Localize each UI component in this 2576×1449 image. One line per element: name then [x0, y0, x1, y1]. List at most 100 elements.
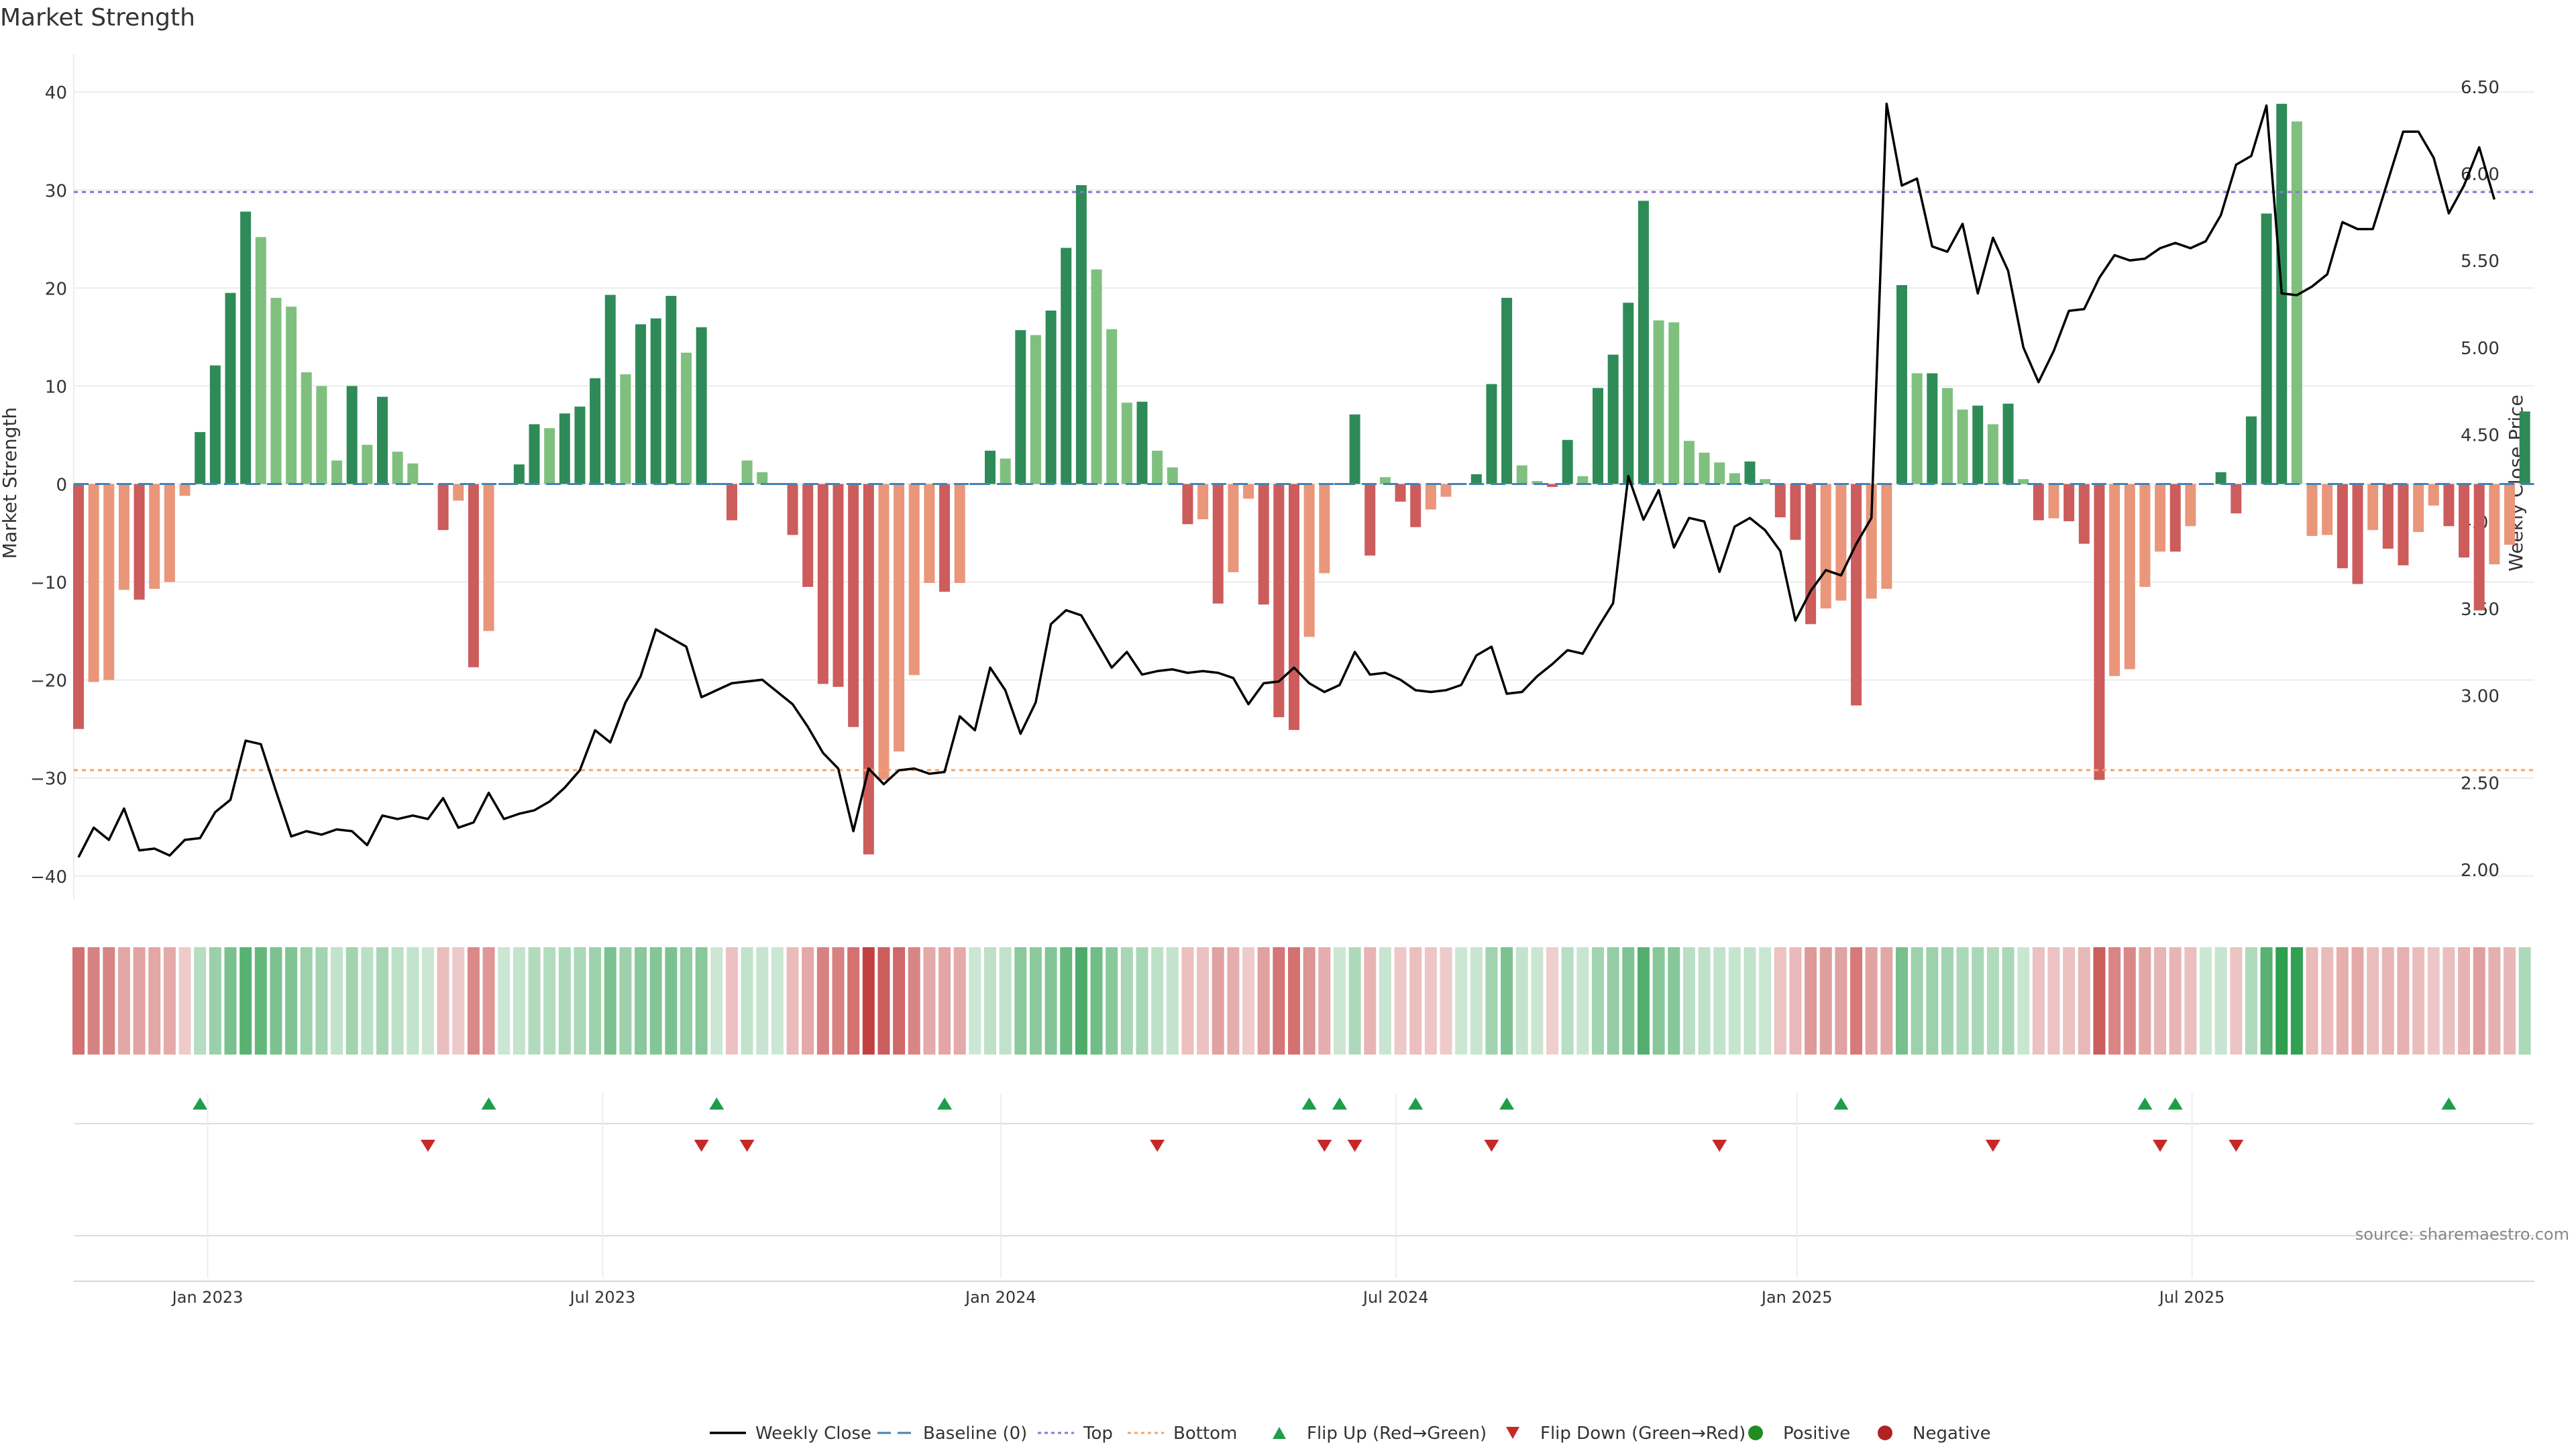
flip-down-marker: [694, 1140, 709, 1152]
strength-bar-positive: [2018, 479, 2029, 484]
heat-cell: [133, 947, 146, 1055]
strength-bar-negative: [2473, 484, 2485, 610]
heat-cell: [877, 947, 890, 1055]
strength-bar-positive: [544, 428, 555, 484]
y-tick-label: −40: [30, 867, 67, 888]
heat-cell: [194, 947, 207, 1055]
strength-bar-negative: [1395, 484, 1406, 502]
heat-cell: [1880, 947, 1893, 1055]
heat-cell: [695, 947, 708, 1055]
heat-cell: [72, 947, 85, 1055]
strength-bar-negative: [817, 484, 828, 684]
heat-cell: [2047, 947, 2060, 1055]
strength-bar-negative: [2124, 484, 2135, 669]
flip-up-marker: [709, 1097, 724, 1110]
legend-item: Flip Down (Green→Red): [1506, 1424, 1746, 1444]
heat-cell: [2427, 947, 2440, 1055]
strength-bar-positive: [362, 445, 373, 484]
x-tick-label: Jan 2025: [1760, 1288, 1833, 1307]
heat-cell: [2108, 947, 2121, 1055]
x-axis: Jan 2023 Jul 2023 Jan 2024 Jul 2024 Jan 2025…: [74, 1093, 2534, 1307]
flip-up-marker: [1332, 1097, 1347, 1110]
heat-cell: [1835, 947, 1847, 1055]
heat-cell: [2336, 947, 2349, 1055]
strength-bar-positive: [604, 294, 616, 484]
heat-cell: [2397, 947, 2410, 1055]
heat-cell: [2139, 947, 2151, 1055]
grid-lines: [73, 54, 2534, 899]
strength-bar-positive: [1623, 303, 1634, 484]
heat-cell: [1060, 947, 1073, 1055]
strength-bar-positive: [377, 396, 388, 484]
heat-cell: [1637, 947, 1650, 1055]
flip-down-marker: [1985, 1140, 2000, 1152]
y-tick-label: 10: [45, 377, 67, 397]
heat-cell: [589, 947, 602, 1055]
heat-cell: [1318, 947, 1331, 1055]
x-tick-label: Jan 2024: [964, 1288, 1036, 1307]
heat-cell: [2473, 947, 2485, 1055]
y-tick-label: 20: [45, 279, 67, 299]
strength-bar-positive: [985, 450, 996, 484]
strength-bar-negative: [787, 484, 798, 535]
legend-item: Top: [1038, 1424, 1113, 1444]
heat-cell: [847, 947, 860, 1055]
legend: Weekly Close Baseline (0) Top Bottom Flip Up…: [710, 1424, 1991, 1444]
heat-cell: [741, 947, 753, 1055]
legend-label: Positive: [1783, 1424, 1850, 1444]
strength-bar-positive: [1091, 269, 1102, 484]
strength-bar-negative: [2063, 484, 2075, 522]
strength-bar-positive: [1470, 474, 1482, 484]
heat-cell: [1926, 947, 1939, 1055]
strength-bar-negative: [954, 484, 965, 584]
x-tick-label: Jul 2025: [2158, 1288, 2225, 1307]
strength-bar-negative: [2155, 484, 2166, 552]
heat-cell: [771, 947, 784, 1055]
heat-cell: [1941, 947, 1953, 1055]
heat-cell: [1379, 947, 1391, 1055]
strength-bar-negative: [2443, 484, 2455, 527]
legend-label: Flip Up (Red→Green): [1307, 1424, 1487, 1444]
heat-cell: [270, 947, 282, 1055]
heat-cell: [1576, 947, 1589, 1055]
strength-bar-negative: [2367, 484, 2379, 531]
strength-bar-negative: [2459, 484, 2470, 558]
heat-cell: [2154, 947, 2167, 1055]
heat-cell: [2260, 947, 2273, 1055]
heat-cell: [1759, 947, 1772, 1055]
flip-down-marker: [1484, 1140, 1499, 1152]
heat-cell: [1273, 947, 1285, 1055]
strength-bar-positive: [316, 386, 327, 484]
flip-up-marker: [481, 1097, 496, 1110]
heat-cell: [1805, 947, 1817, 1055]
y-tick-label: 0: [56, 476, 67, 496]
strength-bar-positive: [392, 451, 403, 484]
strength-bar-positive: [407, 463, 419, 484]
y2-tick-label: 5.00: [2461, 339, 2500, 359]
heat-cell: [710, 947, 723, 1055]
flip-up-marker: [2167, 1097, 2183, 1110]
strength-bar-negative: [1547, 484, 1558, 487]
strength-bar-positive: [270, 297, 282, 484]
heat-cell: [2200, 947, 2212, 1055]
heat-cell: [816, 947, 829, 1055]
strength-bar-negative: [2504, 484, 2515, 545]
heat-cell: [117, 947, 130, 1055]
strength-bar-negative: [2322, 484, 2333, 535]
legend-swatch-circle: [1878, 1426, 1892, 1440]
heat-cell: [558, 947, 571, 1055]
strength-bar-negative: [2169, 484, 2181, 552]
strength-bar-negative: [88, 484, 99, 682]
heat-cell: [2518, 947, 2531, 1055]
y2-tick-label: 5.50: [2461, 252, 2500, 272]
strength-bar-positive: [665, 296, 677, 484]
heat-cell: [1136, 947, 1148, 1055]
strength-bar-negative: [2352, 484, 2363, 584]
strength-bar-positive: [1972, 405, 1984, 484]
strength-bar-positive: [1668, 322, 1680, 484]
heat-cell: [1986, 947, 1999, 1055]
strength-bar-zero: [771, 483, 783, 485]
heat-cell: [315, 947, 328, 1055]
strength-bar-negative: [2048, 484, 2059, 519]
heat-cell: [1819, 947, 1832, 1055]
